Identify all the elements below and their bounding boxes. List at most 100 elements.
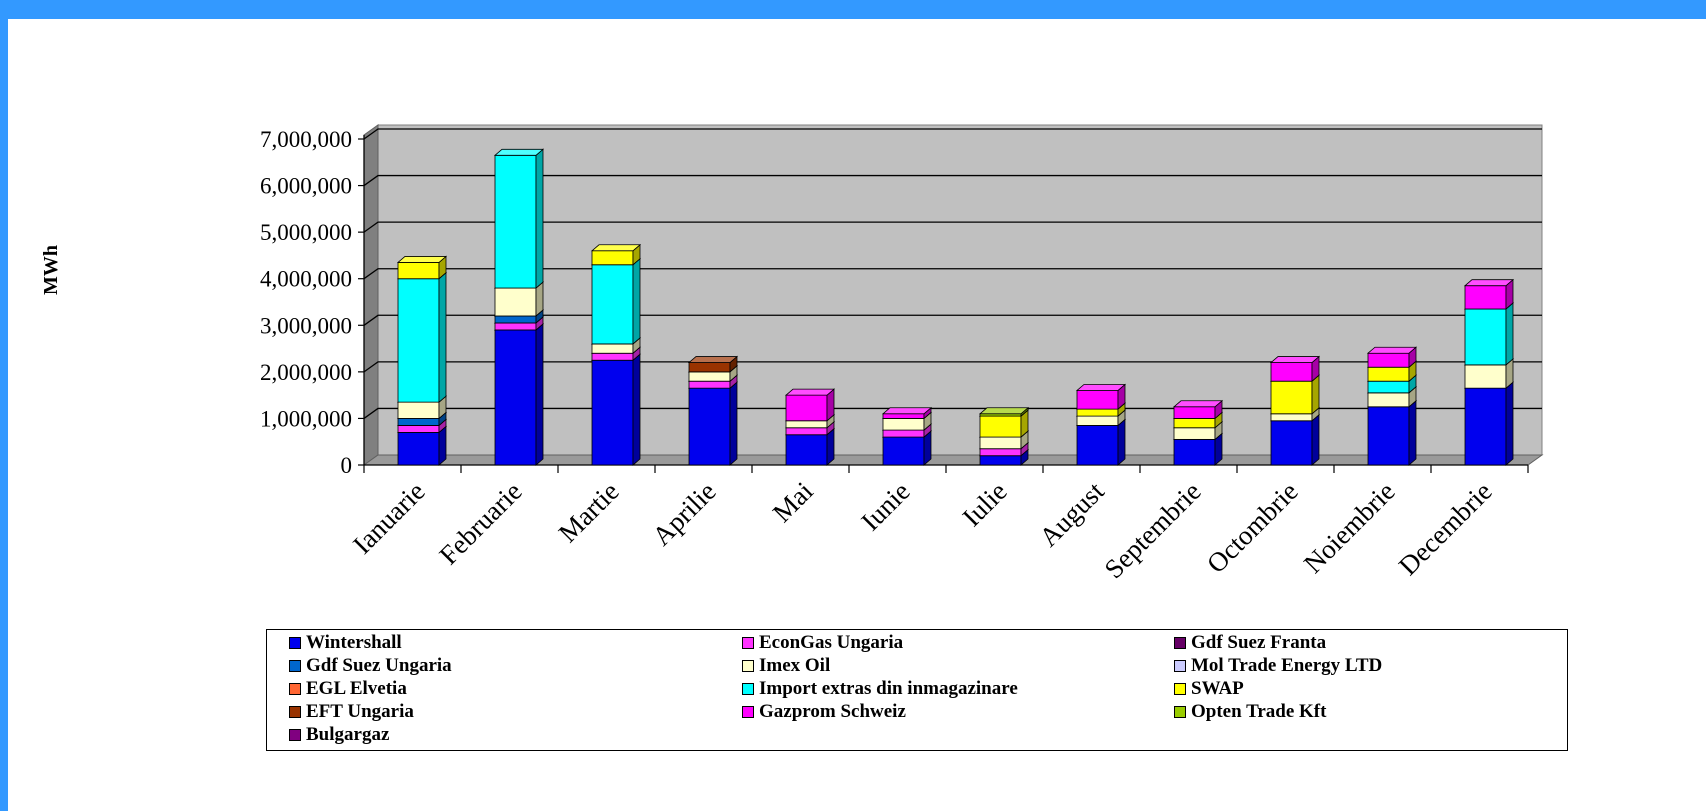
bar-side [438,425,447,466]
legend-swatch [742,660,754,672]
legend-label: Import extras din inmagazinare [759,678,1018,699]
bar-front [1270,420,1313,466]
legend-swatch [289,706,301,718]
bar-stack [978,406,1030,466]
x-tick-label: Iunie [855,476,915,536]
bar-segment [590,243,642,266]
bar-top [881,407,933,415]
bar-front [397,262,440,280]
bar-front [785,427,828,436]
x-tick-label: Mai [767,476,819,528]
window-frame-top [0,0,1706,19]
x-tick-label: Februarie [433,476,527,570]
bar-segment [1366,399,1418,466]
bar-segment [493,148,545,289]
x-tick-label: Decembrie [1393,476,1498,581]
bar-front [494,322,537,331]
bar-stack [396,255,448,466]
bar-front [494,287,537,317]
bar-front [591,343,634,354]
bar-front [785,434,828,466]
x-tick-label: Iulie [957,476,1013,532]
bar-front [591,352,634,361]
bar-front [1367,406,1410,466]
bar-side [632,257,641,345]
window-frame-left [0,0,8,811]
legend-item: Bulgargaz [289,724,389,746]
bar-segment [1463,278,1515,310]
bar-segment [1075,418,1127,466]
bar-stack [1172,399,1224,466]
bar-front [979,415,1022,438]
bar-front [688,380,731,389]
bar-top [978,407,1030,415]
bar-front [1367,352,1410,368]
legend-label: EGL Elvetia [306,678,407,699]
bar-front [979,455,1022,466]
chart-back-wall [377,124,1543,456]
bar-front [785,420,828,429]
bar-top [493,148,545,156]
y-tick-label: 6,000,000 [260,174,352,199]
bar-stack [1366,346,1418,466]
y-axis-label: MWh [40,245,62,295]
bar-segment [1075,383,1127,410]
legend-label: EFT Ungaria [306,701,414,722]
y-tick-label: 2,000,000 [260,360,352,385]
bar-segment [590,353,642,466]
bar-front [494,329,537,466]
legend-label: Bulgargaz [306,724,390,745]
bar-front [1367,392,1410,408]
gridline [363,361,1542,373]
y-tick-label: 5,000,000 [260,220,352,245]
bar-stack [1075,383,1127,466]
legend-swatch [289,683,301,695]
bar-stack [493,148,545,466]
bar-top [396,256,448,263]
bar-top [1172,400,1224,408]
x-tick-label: Martie [553,476,625,548]
bar-front [882,429,925,438]
bar-front [1464,387,1507,466]
bar-segment [1463,381,1515,466]
bar-side [1311,374,1320,415]
legend-item: Wintershall [289,632,402,654]
bar-stack [590,243,642,466]
legend-label: Opten Trade Kft [1191,701,1327,722]
x-tick-label: August [1033,476,1110,553]
x-tick-label: Noiembrie [1298,476,1401,579]
bar-segment [1269,355,1321,383]
bar-segment [396,255,448,280]
bar-front [882,436,925,466]
legend-swatch [289,729,301,741]
bar-front [882,418,925,431]
legend-label: Imex Oil [759,655,831,676]
legend-item: EFT Ungaria [289,701,414,723]
legend-swatch [1174,660,1186,672]
legend-swatch [742,683,754,695]
bar-segment [1172,399,1224,420]
x-tick-label: Aprilie [646,476,721,551]
bar-front [1367,380,1410,394]
legend-item: Mol Trade Energy LTD [1174,655,1382,677]
legend-swatch [742,706,754,718]
legend-item: EGL Elvetia [289,678,407,700]
y-tick-label: 3,000,000 [260,313,352,338]
bar-front [785,394,828,422]
legend-item: Gdf Suez Franta [1174,632,1326,654]
bar-segment [1463,302,1515,366]
bar-front [1173,427,1216,440]
legend-item: Gdf Suez Ungaria [289,655,452,677]
gridline [363,221,1542,233]
y-tick-label: 0 [341,453,353,478]
bar-side [1505,302,1514,366]
gridline [363,268,1542,280]
legend-label: SWAP [1191,678,1244,699]
legend-label: EconGas Ungaria [759,632,904,653]
gridline [363,174,1542,187]
bar-top [1269,356,1321,363]
bar-front [1076,425,1119,466]
bar-front [1173,406,1216,419]
bar-front [1173,418,1216,429]
bar-front [397,431,440,466]
